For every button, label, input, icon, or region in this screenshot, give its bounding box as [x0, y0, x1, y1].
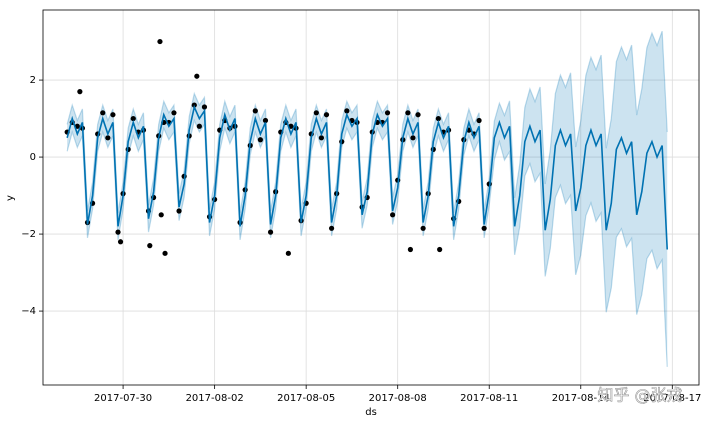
x-tick-label: 2017-08-11: [460, 393, 518, 404]
observation: [194, 73, 200, 79]
observation: [110, 112, 116, 118]
observation: [196, 123, 202, 129]
x-tick-label: 2017-08-08: [369, 393, 427, 404]
observation: [313, 110, 319, 116]
lower-bound: [66, 118, 668, 367]
observation: [481, 225, 487, 231]
observation: [405, 110, 411, 116]
observation: [318, 135, 325, 141]
observation: [476, 117, 482, 124]
x-tick-label: 2017-08-05: [277, 393, 335, 404]
observation: [115, 229, 121, 235]
observation: [437, 246, 443, 253]
axes-frame: [42, 9, 700, 386]
observation: [100, 110, 106, 116]
observation: [344, 108, 350, 114]
x-tick-label: 2017-08-17: [643, 393, 701, 404]
observation: [390, 212, 396, 218]
observation: [415, 112, 421, 118]
y-axis-label: y: [5, 195, 16, 201]
observation: [171, 110, 177, 116]
observation: [158, 212, 164, 218]
observation: [407, 246, 414, 253]
y-tick-label: 2: [30, 75, 36, 86]
observation: [257, 137, 263, 143]
y-tick-label: 0: [30, 152, 36, 163]
x-axis-label: ds: [365, 407, 377, 418]
observation: [323, 112, 330, 118]
observation: [435, 115, 441, 122]
observation: [201, 104, 208, 110]
observation: [157, 38, 163, 45]
watermark: 知乎 @张戎: [597, 386, 682, 405]
observation: [420, 225, 426, 231]
observation: [176, 208, 182, 214]
observation: [162, 250, 168, 256]
observation: [130, 115, 136, 122]
observation: [410, 135, 416, 141]
observation: [384, 110, 391, 116]
observation: [105, 135, 111, 141]
observation: [77, 89, 83, 95]
y-tick-label: −2: [21, 229, 36, 240]
observation: [328, 225, 335, 231]
plot-area: [64, 30, 669, 367]
y-tick-label: −4: [21, 306, 36, 317]
observation: [285, 250, 291, 256]
observation: [117, 239, 124, 245]
observation: [262, 117, 269, 124]
observation: [267, 229, 274, 235]
axes: 2017-07-30 2017-08-02 2017-08-05 2017-08-08…: [21, 75, 701, 404]
x-tick-label: 2017-08-14: [552, 393, 610, 404]
x-tick-label: 2017-07-30: [94, 393, 152, 404]
forecast-line: [66, 104, 669, 250]
x-tick-label: 2017-08-02: [186, 393, 244, 404]
upper-bound: [66, 30, 668, 213]
observation: [147, 243, 153, 249]
observation: [252, 108, 258, 114]
